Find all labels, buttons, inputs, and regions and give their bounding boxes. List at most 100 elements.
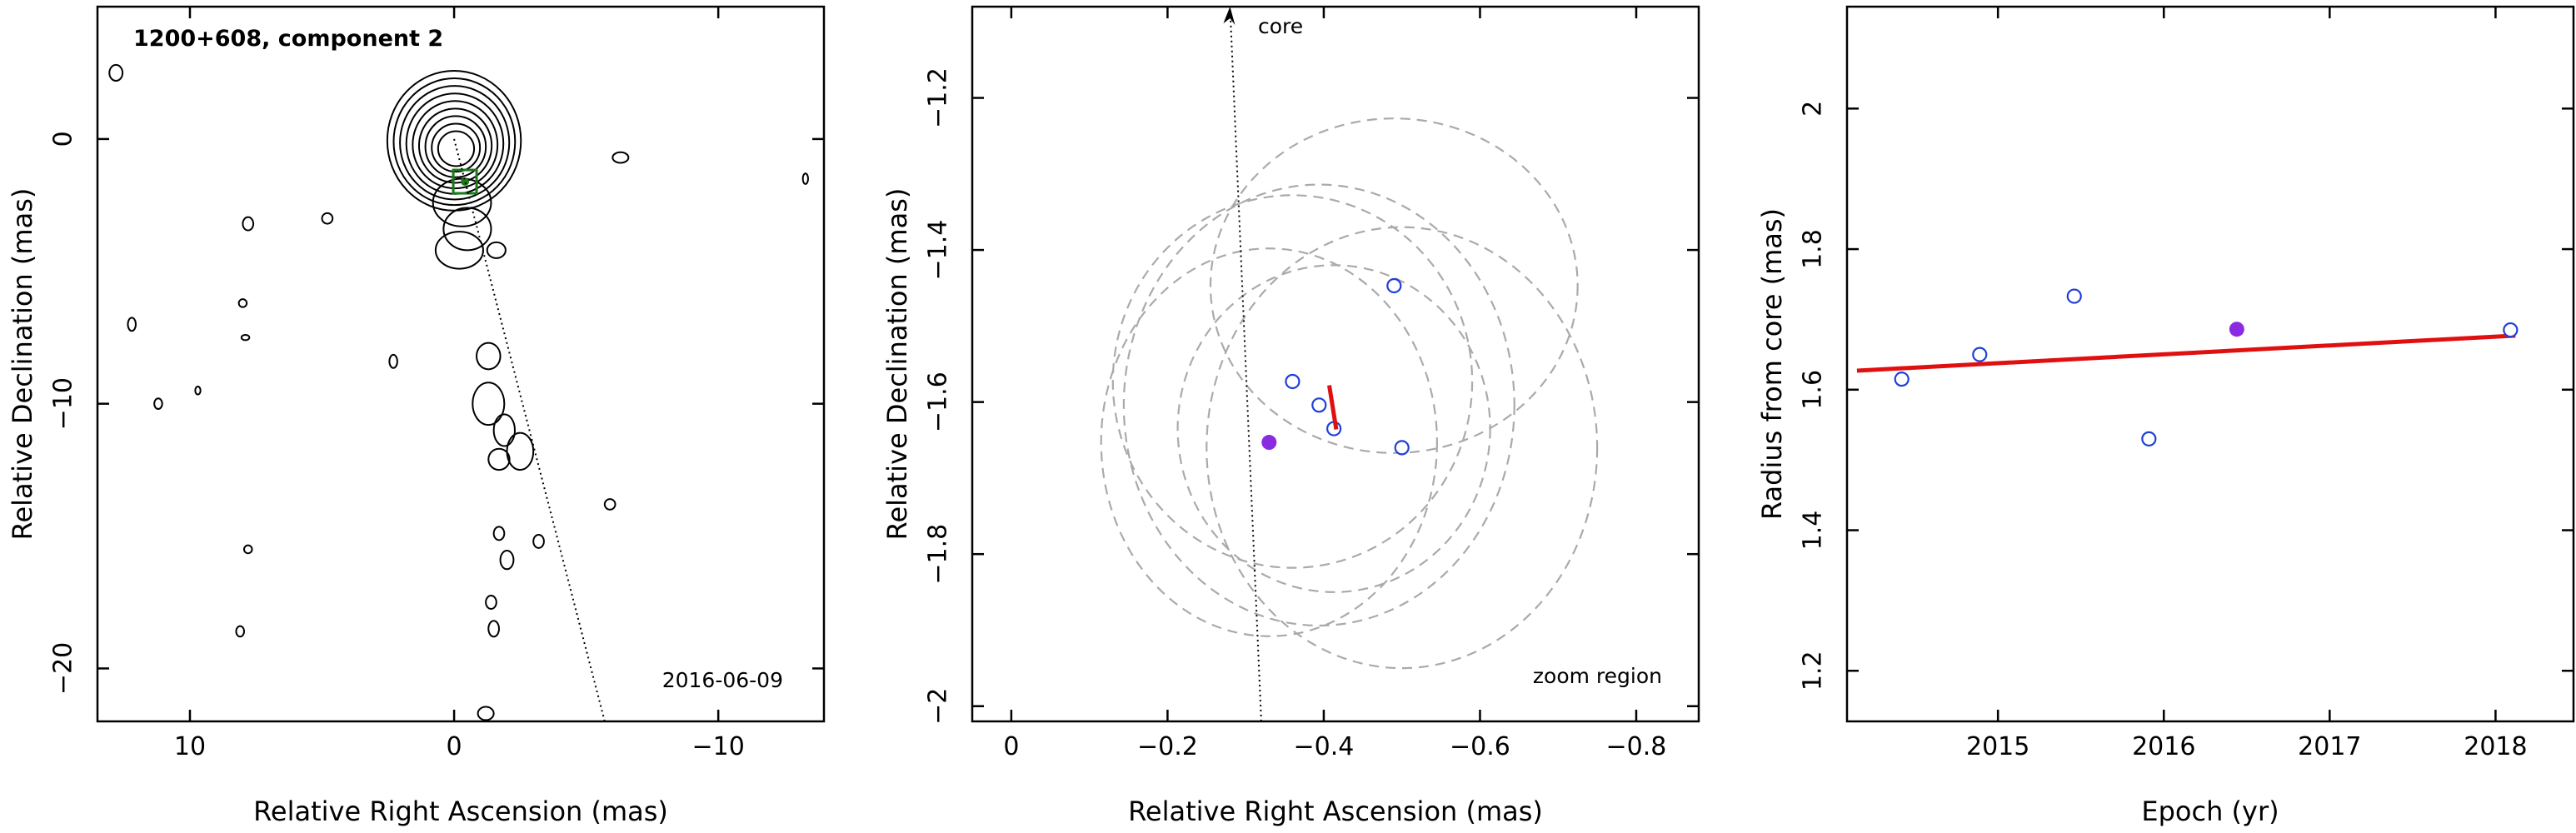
x-tick-label: 0 xyxy=(447,732,462,761)
uncertainty-ellipse xyxy=(1122,183,1515,627)
core-annotation: core xyxy=(1258,14,1303,38)
noise-contour xyxy=(321,212,334,225)
x-tick-label: 2016 xyxy=(2132,732,2195,761)
contour-core xyxy=(412,100,499,190)
noise-contour xyxy=(612,151,630,164)
contour-jet xyxy=(442,207,492,252)
contour-core xyxy=(437,130,476,167)
noise-contour xyxy=(242,544,253,555)
y-tick-label: −20 xyxy=(49,642,78,695)
noise-contour xyxy=(153,397,163,411)
y-tick-label: −1.6 xyxy=(924,372,953,432)
contour-jet xyxy=(432,177,492,227)
noise-contour xyxy=(506,431,535,471)
core-direction-line xyxy=(1229,6,1262,722)
noise-contour xyxy=(127,317,137,332)
contour-core xyxy=(424,115,487,178)
open-point xyxy=(1894,372,1910,387)
y-tick-label: 0 xyxy=(49,131,78,147)
x-tick-label: 10 xyxy=(174,732,206,761)
open-point xyxy=(1311,397,1327,413)
noise-contour xyxy=(492,413,517,447)
x-axis-label: Relative Right Ascension (mas) xyxy=(1128,796,1543,827)
y-tick-label: −2 xyxy=(924,688,953,725)
x-tick-label: 0 xyxy=(1003,732,1019,761)
noise-contour xyxy=(108,63,124,82)
y-tick-label: −1.2 xyxy=(924,67,953,128)
open-point xyxy=(1394,440,1410,456)
contour-core xyxy=(399,85,511,201)
open-point xyxy=(2503,322,2519,338)
plot-frame xyxy=(1845,5,2575,723)
noise-contour xyxy=(472,382,506,426)
map-title: 1200+608, component 2 xyxy=(133,26,443,52)
x-tick-label: 2015 xyxy=(1966,732,2029,761)
uncertainty-ellipse xyxy=(1176,264,1491,593)
noise-contour xyxy=(476,342,502,371)
x-tick-label: 2017 xyxy=(2298,732,2361,761)
noise-contour xyxy=(532,533,545,549)
open-point xyxy=(1285,373,1300,390)
component-box xyxy=(452,168,478,195)
y-tick-label: 1.6 xyxy=(1799,370,1828,410)
y-tick-label: −10 xyxy=(49,377,78,430)
core-direction-arrow xyxy=(1223,7,1236,25)
y-tick-label: −1.8 xyxy=(924,524,953,585)
y-tick-label: 2 xyxy=(1799,101,1828,117)
noise-contour xyxy=(486,241,507,259)
open-point xyxy=(2141,431,2157,446)
noise-contour xyxy=(603,498,617,511)
x-tick-label: −0.8 xyxy=(1606,732,1667,761)
x-tick-label: −0.2 xyxy=(1137,732,1198,761)
uncertainty-ellipse xyxy=(1206,226,1599,670)
noise-contour xyxy=(801,172,809,185)
x-tick-label: 2018 xyxy=(2464,732,2527,761)
panel-radius-epoch: 2015 2016 2017 2018 1.2 1.4 1.6 1.8 2 Epoch (yr)… xyxy=(1756,5,2575,827)
noise-contour xyxy=(242,216,255,232)
epoch-label: 2016-06-09 xyxy=(662,668,783,692)
filled-point xyxy=(2229,322,2244,337)
noise-contour xyxy=(388,353,398,369)
filled-point xyxy=(1261,435,1277,451)
x-tick-label: −0.4 xyxy=(1294,732,1355,761)
noise-contour xyxy=(487,620,500,638)
noise-contour xyxy=(194,386,202,396)
noise-contour xyxy=(487,447,511,471)
fit-line xyxy=(1856,333,2516,373)
jet-direction-line xyxy=(453,138,606,722)
velocity-vector xyxy=(1327,385,1339,430)
noise-contour xyxy=(237,298,248,308)
y-tick-label: 1.8 xyxy=(1799,229,1828,269)
open-point xyxy=(1386,277,1402,294)
y-axis-label: Relative Declination (mas) xyxy=(7,188,38,541)
contour-core xyxy=(392,77,517,207)
panel-contour-map: 10 0 −10 0 −10 −20 1200+608, component 2 2016… xyxy=(7,5,826,827)
y-axis-label: Radius from core (mas) xyxy=(1756,208,1788,520)
y-tick-label: 1.2 xyxy=(1799,651,1828,691)
zoom-region-annotation: zoom region xyxy=(1533,664,1662,688)
open-point xyxy=(2066,288,2082,304)
noise-contour xyxy=(235,625,245,638)
uncertainty-ellipse xyxy=(1100,247,1438,637)
uncertainty-ellipse xyxy=(1111,194,1474,569)
component-marker xyxy=(461,177,470,187)
contour-core xyxy=(431,122,482,173)
noise-contour xyxy=(485,595,497,610)
plot-frame xyxy=(96,5,826,723)
panel-zoom-region: 0 −0.2 −0.4 −0.6 −0.8 −1.2 −1.4 −1.6 −1.8 −2 core… xyxy=(881,5,1700,827)
x-axis-label: Epoch (yr) xyxy=(2141,796,2279,827)
uncertainty-ellipse xyxy=(1209,117,1579,454)
x-axis-label: Relative Right Ascension (mas) xyxy=(253,796,668,827)
noise-contour xyxy=(477,706,495,721)
contour-core xyxy=(417,107,493,184)
noise-contour xyxy=(492,526,506,541)
x-tick-label: −0.6 xyxy=(1450,732,1510,761)
noise-contour xyxy=(499,550,515,571)
plot-frame xyxy=(971,5,1700,723)
contour-jet xyxy=(434,231,484,270)
noise-contour xyxy=(240,334,251,342)
y-tick-label: −1.4 xyxy=(924,220,953,281)
x-tick-label: −10 xyxy=(692,732,745,761)
y-tick-label: 1.4 xyxy=(1799,511,1828,551)
